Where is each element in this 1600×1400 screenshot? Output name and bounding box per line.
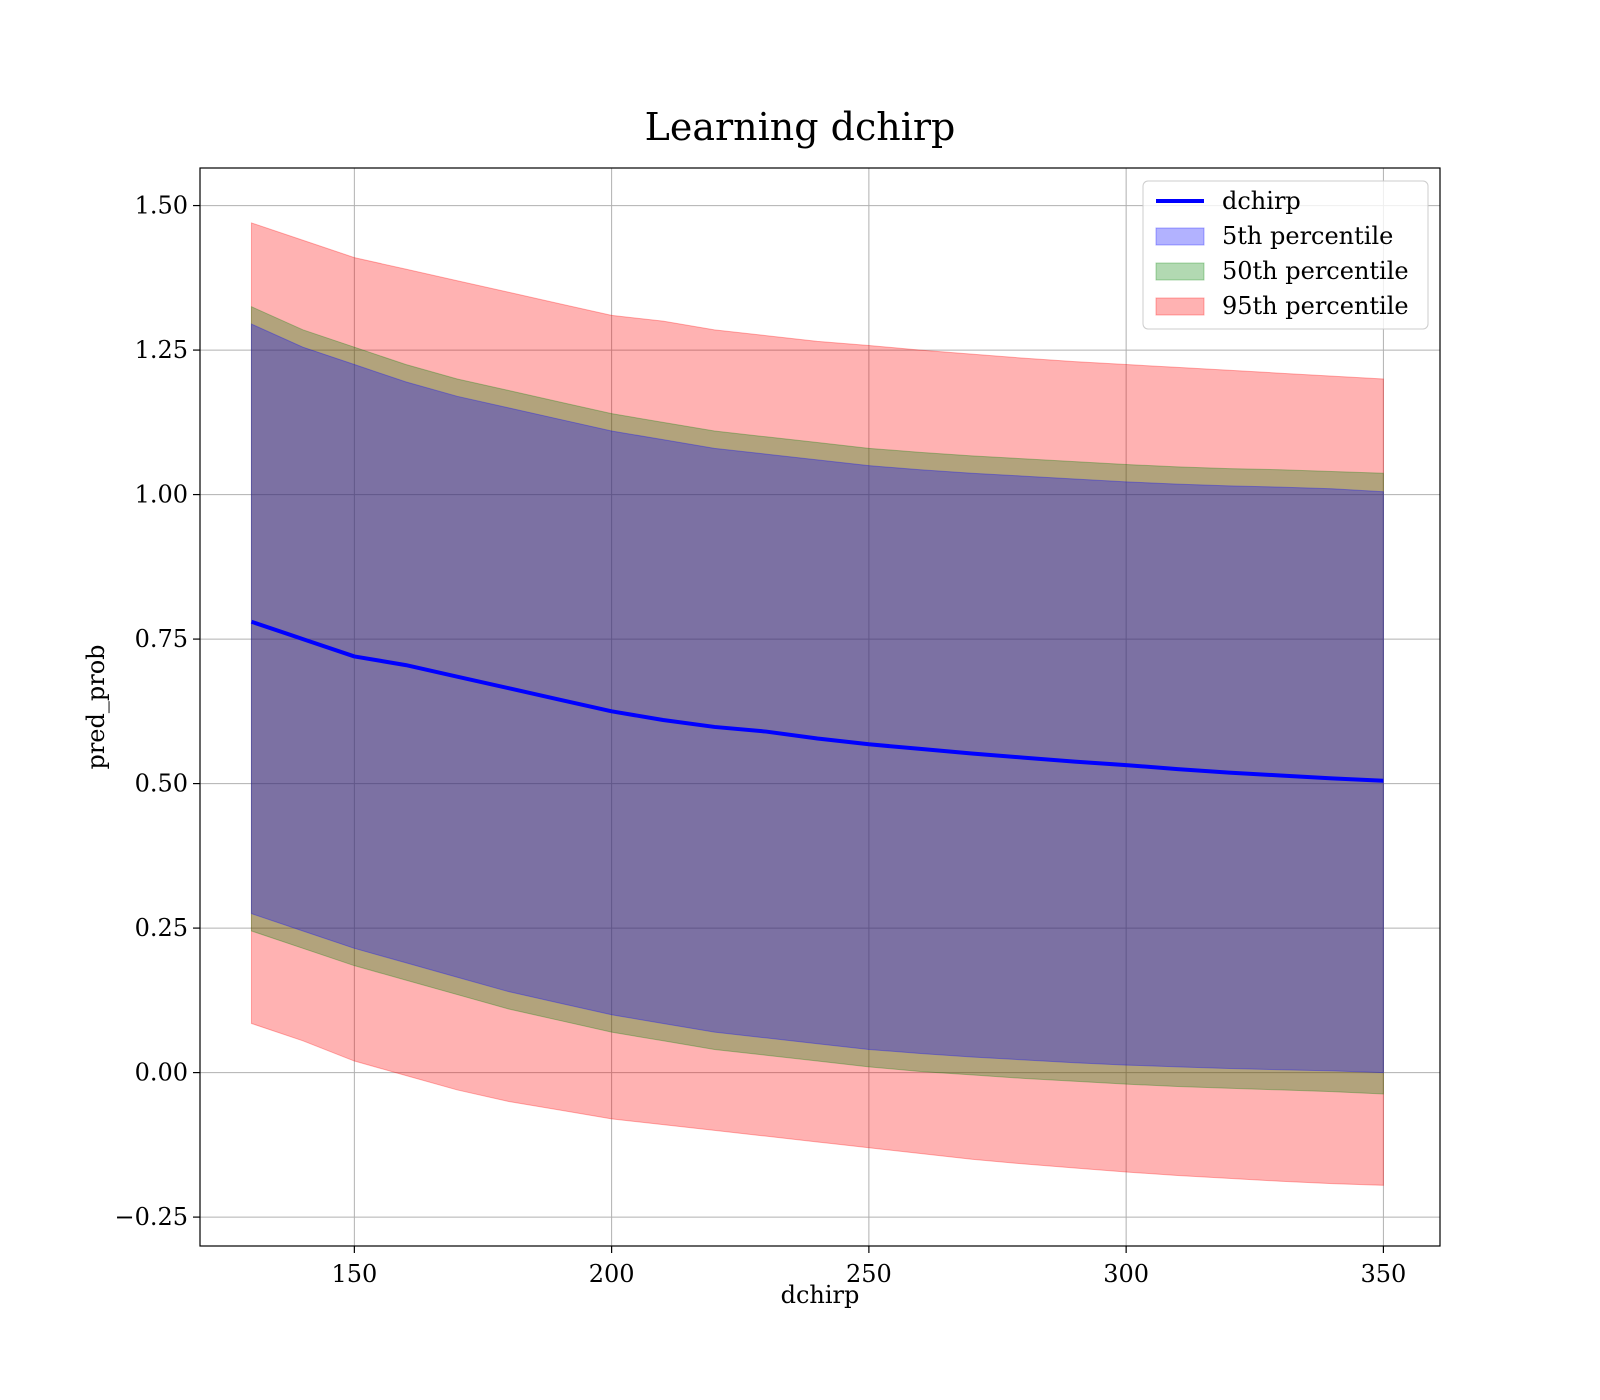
5th-percentile-band [250, 323, 1384, 1074]
plot-frame [199, 167, 1441, 1247]
legend: dchirp 5th percentile 50th percentile 95th … [1142, 180, 1429, 330]
y-tick-label: 1.00 [135, 481, 188, 509]
legend-label: dchirp [1222, 187, 1301, 215]
legend-label: 5th percentile [1222, 222, 1393, 250]
legend-box [1142, 180, 1429, 330]
x-axis-label: dchirp [781, 1281, 860, 1309]
y-tick-label: 0.00 [135, 1059, 188, 1087]
50th-percentile-band [250, 305, 1384, 1095]
bands [250, 222, 1384, 1186]
x-tick-label: 300 [1103, 1260, 1149, 1288]
y-axis-label: pred_prob [82, 644, 110, 769]
chart-title: Learning dchirp [645, 105, 956, 149]
legend-label: 95th percentile [1222, 292, 1409, 320]
legend-swatch-band [1155, 227, 1205, 246]
y-tick-label: −0.25 [114, 1203, 188, 1231]
ticks: 150 200 250 300 350 −0.25 0.00 0.25 0.50 0.75 1.00… [114, 192, 1406, 1288]
y-tick-label: 0.50 [135, 770, 188, 798]
y-tick-label: 0.25 [135, 914, 188, 942]
x-tick-label: 150 [331, 1260, 377, 1288]
95th-percentile-band [250, 222, 1384, 1186]
legend-label: 50th percentile [1222, 257, 1409, 285]
legend-swatch-band [1155, 297, 1205, 316]
x-tick-label: 200 [589, 1260, 635, 1288]
legend-swatch-band [1155, 262, 1205, 281]
lines [250, 619, 1384, 783]
y-tick-label: 1.50 [135, 192, 188, 220]
x-tick-label: 250 [846, 1260, 892, 1288]
y-tick-label: 1.25 [135, 336, 188, 364]
dchirp-line [250, 619, 1384, 783]
y-tick-label: 0.75 [135, 625, 188, 653]
x-tick-label: 350 [1360, 1260, 1406, 1288]
